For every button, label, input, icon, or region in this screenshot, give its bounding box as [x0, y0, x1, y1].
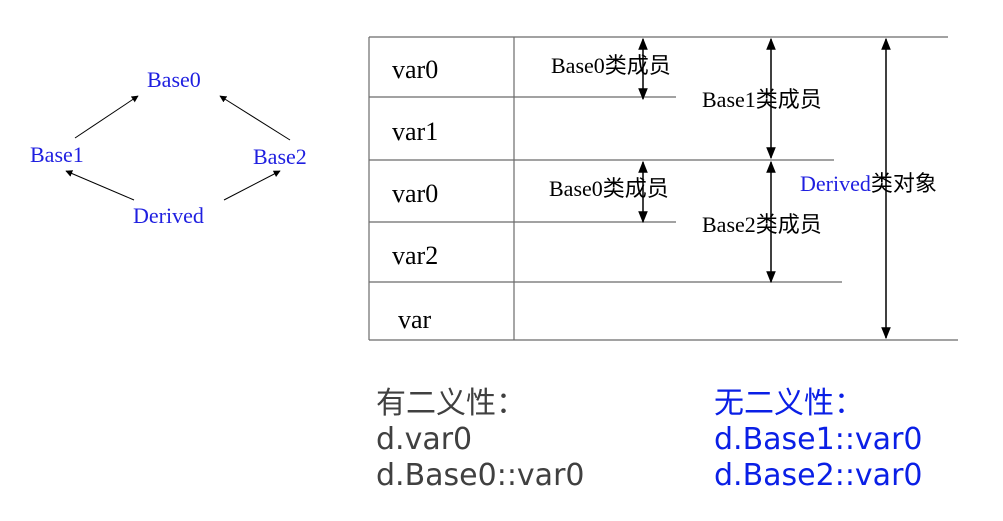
edge-derived-base1: [65, 170, 135, 201]
ambiguous-example-2: d.Base0::var0: [376, 458, 585, 493]
label-derived-object: Derived类对象: [800, 171, 937, 196]
label-derived-suffix: 类对象: [871, 171, 937, 196]
table-cell-row-1: var0: [392, 55, 438, 84]
node-derived: Derived: [133, 203, 204, 228]
node-base1: Base1: [30, 142, 84, 167]
unambiguous-examples: 无二义性： d.Base1::var0 d.Base2::var0: [714, 386, 923, 494]
edge-base1-base0: [74, 95, 139, 139]
unambiguous-example-2: d.Base2::var0: [714, 458, 923, 493]
label-base2-members: Base2类成员: [702, 212, 822, 237]
table-cell-row-5: var: [398, 305, 432, 334]
member-labels: Base0类成员 Base1类成员 Base0类成员 Base2类成员 Deri…: [549, 53, 937, 237]
label-base0-members-second: Base0类成员: [549, 176, 669, 201]
table-cell-row-4: var2: [392, 241, 438, 270]
label-derived-name: Derived: [800, 171, 871, 196]
node-base2: Base2: [253, 144, 307, 169]
table-cell-row-2: var1: [392, 117, 438, 146]
edge-derived-base2: [223, 170, 281, 201]
unambiguous-example-1: d.Base1::var0: [714, 422, 923, 457]
label-base0-members-first: Base0类成员: [551, 53, 671, 78]
node-base0: Base0: [147, 67, 201, 92]
ambiguous-examples: 有二义性： d.var0 d.Base0::var0: [376, 386, 585, 494]
inheritance-graph: Base0 Base1 Base2 Derived: [30, 67, 307, 228]
ambiguous-title: 有二义性：: [376, 386, 526, 421]
dimension-arrows: [638, 37, 891, 340]
layout-table: var0 var1 var0 var2 var: [368, 36, 958, 341]
unambiguous-title: 无二义性：: [714, 386, 864, 421]
ambiguous-example-1: d.var0: [376, 422, 473, 457]
edge-base2-base0: [219, 95, 291, 141]
table-cell-row-3: var0: [392, 179, 438, 208]
label-base1-members: Base1类成员: [702, 87, 822, 112]
